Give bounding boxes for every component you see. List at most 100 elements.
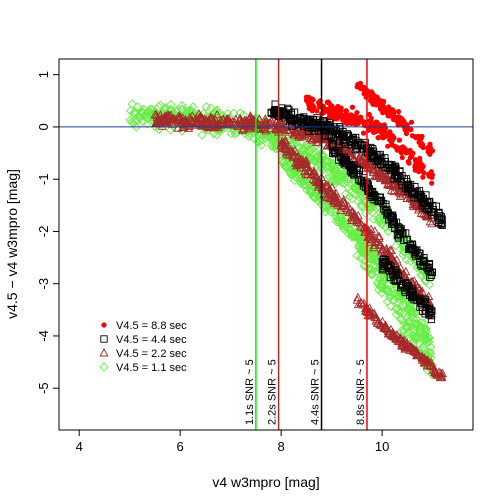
data-point	[424, 280, 435, 290]
data-point	[408, 327, 418, 337]
data-point	[382, 285, 392, 295]
data-point	[397, 120, 403, 127]
data-point	[386, 175, 396, 184]
data-point	[173, 123, 183, 132]
data-point	[356, 246, 367, 256]
data-point	[287, 149, 297, 159]
data-point	[344, 114, 351, 120]
data-point	[154, 124, 164, 135]
data-point	[390, 275, 398, 284]
data-point	[337, 171, 347, 181]
data-point	[357, 85, 364, 92]
data-point	[339, 221, 349, 232]
data-point	[279, 157, 290, 167]
data-point	[370, 192, 378, 200]
data-point	[338, 108, 344, 114]
data-point	[285, 106, 293, 114]
data-point	[416, 190, 425, 199]
data-point	[431, 367, 441, 377]
data-point	[426, 342, 436, 352]
data-point	[378, 155, 386, 163]
data-point	[412, 262, 422, 273]
data-point	[388, 161, 396, 169]
data-point	[400, 144, 406, 150]
data-point	[244, 121, 254, 130]
data-point	[306, 166, 316, 176]
data-point	[212, 109, 222, 119]
data-point	[321, 157, 331, 167]
data-point	[367, 250, 377, 261]
data-point	[306, 94, 312, 100]
data-point	[420, 144, 426, 151]
data-point	[375, 135, 381, 141]
data-point	[332, 197, 342, 206]
data-point	[129, 108, 140, 118]
data-point	[379, 275, 389, 285]
data-point	[391, 309, 402, 320]
data-point	[232, 121, 243, 130]
data-point	[329, 149, 337, 157]
data-point	[327, 133, 335, 141]
x-tick-label: 4	[76, 439, 83, 454]
data-point	[309, 154, 319, 164]
data-point	[416, 270, 426, 280]
data-point	[416, 249, 424, 258]
data-point	[375, 207, 385, 217]
data-point	[344, 223, 354, 233]
data-point	[420, 324, 430, 334]
data-point	[417, 352, 427, 362]
snr-label-2: 4.4s SNR ~ 5	[310, 359, 322, 425]
data-point	[356, 298, 366, 308]
data-point	[303, 170, 313, 179]
data-point	[405, 305, 415, 315]
data-point	[346, 164, 355, 173]
y-tick-label: 1	[36, 71, 51, 78]
data-point	[174, 111, 184, 120]
data-point	[419, 357, 429, 366]
data-point	[161, 111, 171, 121]
data-point	[320, 207, 331, 217]
data-point	[385, 245, 395, 254]
data-point	[413, 319, 423, 329]
data-point	[429, 180, 435, 186]
data-point	[375, 172, 386, 182]
data-point	[385, 108, 391, 114]
data-point	[305, 99, 312, 105]
data-point	[371, 237, 381, 246]
data-point	[366, 228, 376, 237]
data-point	[222, 117, 232, 126]
data-point	[308, 174, 318, 183]
legend-marker	[100, 335, 108, 343]
data-point	[409, 276, 419, 285]
data-point	[294, 143, 305, 153]
data-point	[387, 212, 395, 221]
data-point	[305, 185, 315, 195]
data-point	[284, 125, 294, 134]
data-point	[333, 148, 342, 156]
data-point	[421, 310, 429, 318]
data-point	[265, 131, 275, 142]
data-point	[438, 368, 448, 378]
data-point	[391, 241, 401, 251]
data-point	[381, 107, 387, 113]
data-point	[416, 303, 424, 311]
data-point	[382, 256, 390, 264]
data-point	[298, 180, 309, 190]
data-point	[425, 149, 431, 155]
data-point	[390, 111, 397, 117]
data-point	[302, 185, 312, 195]
data-point	[356, 222, 366, 231]
data-point	[286, 117, 294, 126]
y-tick-label: -3	[36, 278, 51, 290]
data-point	[230, 129, 240, 139]
y-tick-label: -5	[36, 382, 51, 394]
data-point	[425, 263, 434, 272]
data-point	[267, 108, 275, 116]
data-point	[300, 166, 310, 176]
data-point	[388, 211, 396, 220]
snr-label-0: 1.1s SNR ~ 5	[244, 359, 256, 425]
data-point	[195, 113, 205, 122]
data-point	[347, 215, 357, 224]
data-point	[261, 126, 271, 135]
